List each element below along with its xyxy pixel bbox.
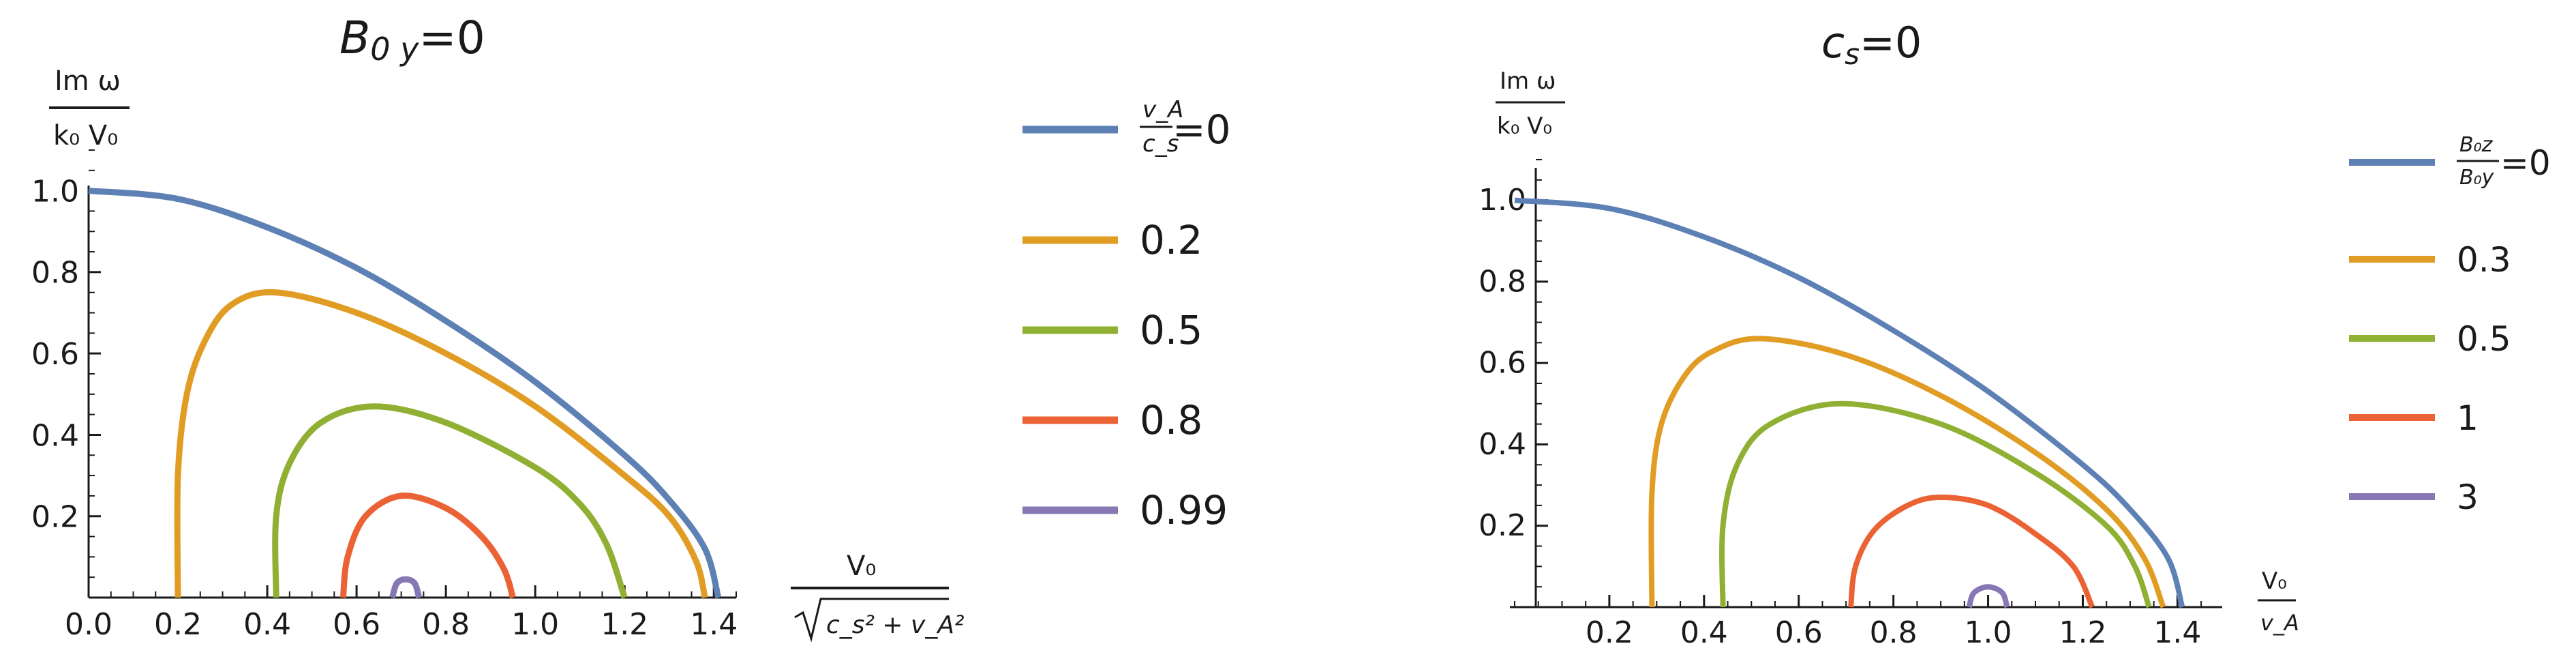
y-tick-label: 0.2 — [31, 500, 79, 535]
chart-right-plot-area — [1514, 197, 2185, 608]
chart-left-title: B0 y=0 — [339, 12, 485, 68]
x-tick-label: 0.4 — [243, 607, 291, 642]
x-tick-label: 0.0 — [65, 607, 112, 642]
x-tick-label: 1.4 — [2153, 615, 2201, 650]
series-line-4 — [389, 576, 423, 599]
x-tick-label: 1.0 — [511, 607, 559, 642]
legend-label: =0 — [2500, 143, 2551, 183]
series-line-2 — [1719, 400, 2152, 608]
y-tick-label: 0.2 — [1479, 508, 1526, 543]
chart-right-ylabel-num: Im ω — [1500, 68, 1556, 95]
x-tick-label: 1.2 — [2059, 615, 2106, 650]
legend-title-num: v_A — [1142, 96, 1183, 123]
chart-left-legend: v_A c_s =0 0.2 0.5 0.8 0.99 — [1022, 96, 1231, 533]
chart-right-legend: B₀z B₀y =0 0.3 0.5 1 3 — [2349, 133, 2551, 517]
legend-title-den: c_s — [1142, 130, 1179, 158]
legend-title-num: B₀z — [2459, 133, 2494, 157]
legend-label: 1 — [2457, 398, 2479, 438]
legend-label: 0.8 — [1140, 397, 1202, 443]
x-tick-label: 0.6 — [1775, 615, 1823, 650]
x-tick-label: 0.8 — [422, 607, 470, 642]
x-tick-label: 1.2 — [601, 607, 648, 642]
chart-left-ylabel-num: Im ω — [55, 65, 121, 97]
chart-right: cs=0 Im ω k₀ V₀ V₀ v_A 0.2 0.4 0.6 0.8 1.0 1.… — [1479, 18, 2551, 650]
chart-left: B0 y=0 Im ω k₀ V₀ V₀ c_s² + v_A² 0.0 0.2 0… — [31, 12, 1231, 643]
chart-right-axes: 0.2 0.4 0.6 0.8 1.0 1.2 1.40.20.40.60.81.0 — [1479, 159, 2222, 650]
y-tick-label: 0.8 — [1479, 264, 1526, 299]
series-line-3 — [339, 493, 516, 599]
legend-label: 0.2 — [1140, 217, 1202, 263]
x-tick-label: 1.0 — [1965, 615, 2012, 650]
series-line-0 — [88, 188, 722, 599]
series-line-0 — [1514, 197, 2185, 608]
y-tick-label: 0.4 — [1479, 427, 1526, 462]
series-line-1 — [1648, 336, 2166, 608]
y-tick-label: 1.0 — [31, 174, 79, 209]
chart-left-xlabel-num: V₀ — [847, 550, 876, 582]
chart-left-sqrt-sign — [794, 598, 949, 643]
y-tick-label: 0.8 — [31, 256, 79, 291]
y-tick-label: 0.6 — [31, 337, 79, 372]
x-tick-label: 0.2 — [1586, 615, 1633, 650]
y-tick-label: 0.4 — [31, 418, 79, 453]
chart-left-plot-area — [88, 188, 722, 599]
legend-label: 0.5 — [1140, 307, 1202, 353]
chart-left-xlabel-den: c_s² + v_A² — [826, 611, 964, 639]
chart-left-axes: 0.0 0.2 0.4 0.6 0.8 1.0 1.2 1.4 0.2 0.4 0.6 0.8 1.0 — [31, 149, 738, 642]
y-tick-label: 0.6 — [1479, 346, 1526, 381]
legend-label: =0 — [1172, 106, 1231, 153]
chart-right-xlabel-num: V₀ — [2262, 568, 2287, 595]
chart-right-ylabel-den: k₀ V₀ — [1497, 113, 1552, 140]
series-line-3 — [1848, 495, 2095, 608]
x-tick-label: 1.4 — [690, 607, 738, 642]
x-tick-label: 0.6 — [333, 607, 380, 642]
chart-right-xlabel-den: v_A — [2260, 610, 2299, 636]
x-tick-label: 0.8 — [1870, 615, 1918, 650]
legend-label: 0.3 — [2457, 240, 2511, 280]
legend-label: 0.99 — [1140, 487, 1228, 533]
series-line-2 — [272, 403, 628, 599]
chart-left-ylabel-den: k₀ V₀ — [53, 120, 118, 151]
x-tick-label: 0.2 — [154, 607, 202, 642]
legend-title-den: B₀y — [2459, 166, 2495, 190]
x-tick-label: 0.4 — [1680, 615, 1728, 650]
series-line-4 — [1966, 584, 2010, 608]
series-line-1 — [174, 289, 708, 599]
legend-label: 3 — [2457, 478, 2479, 517]
legend-label: 0.5 — [2457, 319, 2511, 359]
chart-right-title: cs=0 — [1821, 18, 1922, 71]
